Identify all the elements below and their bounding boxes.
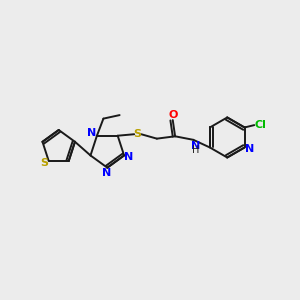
Text: N: N (87, 128, 97, 138)
Text: O: O (168, 110, 177, 120)
Text: S: S (134, 129, 142, 139)
Text: H: H (192, 146, 200, 155)
Text: S: S (40, 158, 48, 168)
Text: N: N (191, 141, 200, 151)
Text: N: N (124, 152, 134, 162)
Text: N: N (245, 144, 254, 154)
Text: N: N (102, 168, 112, 178)
Text: Cl: Cl (254, 120, 266, 130)
